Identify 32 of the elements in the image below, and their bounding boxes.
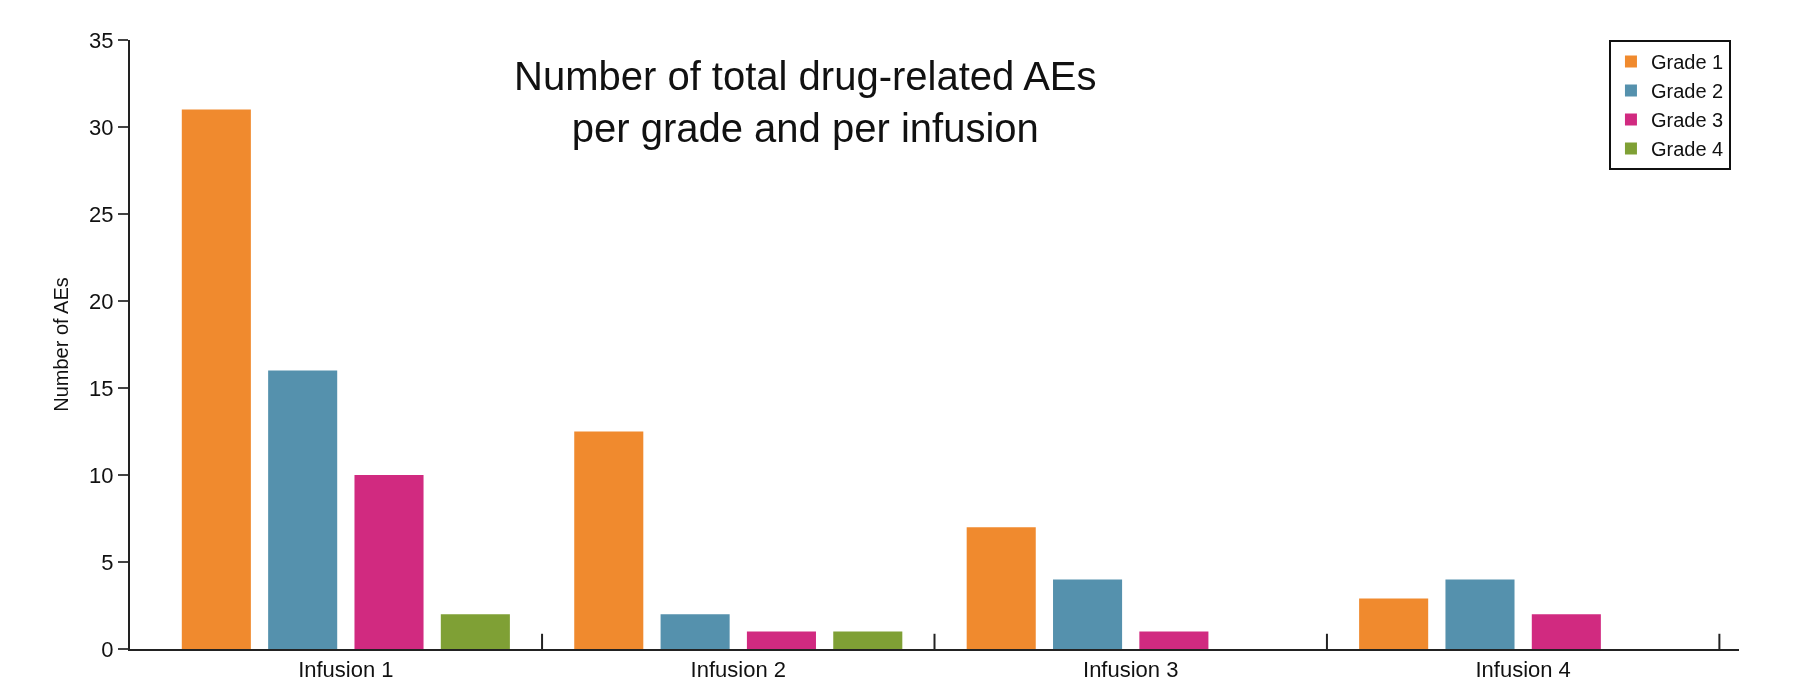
y-tick-label: 30 xyxy=(89,114,114,140)
y-tick-label: 15 xyxy=(89,375,114,401)
x-tick-label: Infusion 1 xyxy=(298,657,394,683)
y-axis-title: Number of AEs xyxy=(50,277,73,412)
y-tick-label: 35 xyxy=(89,27,114,53)
bar xyxy=(1359,598,1429,649)
bar xyxy=(354,475,424,649)
bar xyxy=(1053,579,1123,649)
bar xyxy=(1139,631,1209,649)
legend-label: Grade 4 xyxy=(1650,138,1724,161)
legend-label: Grade 2 xyxy=(1650,80,1724,103)
bar xyxy=(574,431,644,649)
y-tick-label: 0 xyxy=(101,636,114,662)
bar xyxy=(268,370,338,649)
bar xyxy=(1445,579,1515,649)
x-tick-label: Infusion 4 xyxy=(1475,657,1571,683)
bar xyxy=(440,614,510,649)
bar xyxy=(966,527,1036,649)
bar xyxy=(746,631,816,649)
y-tick-label: 25 xyxy=(89,201,114,227)
bar xyxy=(1531,614,1601,649)
legend-label: Grade 3 xyxy=(1650,109,1724,132)
x-tick-label: Infusion 2 xyxy=(690,657,786,683)
bar xyxy=(660,614,730,649)
y-tick-label: 20 xyxy=(89,288,114,314)
legend-label: Grade 1 xyxy=(1650,51,1724,74)
y-tick-label: 10 xyxy=(89,462,114,488)
x-tick-label: Infusion 3 xyxy=(1083,657,1179,683)
text: Number of total drug-related AEs per grade and per infusion xyxy=(514,54,1097,150)
bar xyxy=(181,109,251,649)
y-tick-label: 5 xyxy=(101,549,114,575)
bar xyxy=(833,631,903,649)
